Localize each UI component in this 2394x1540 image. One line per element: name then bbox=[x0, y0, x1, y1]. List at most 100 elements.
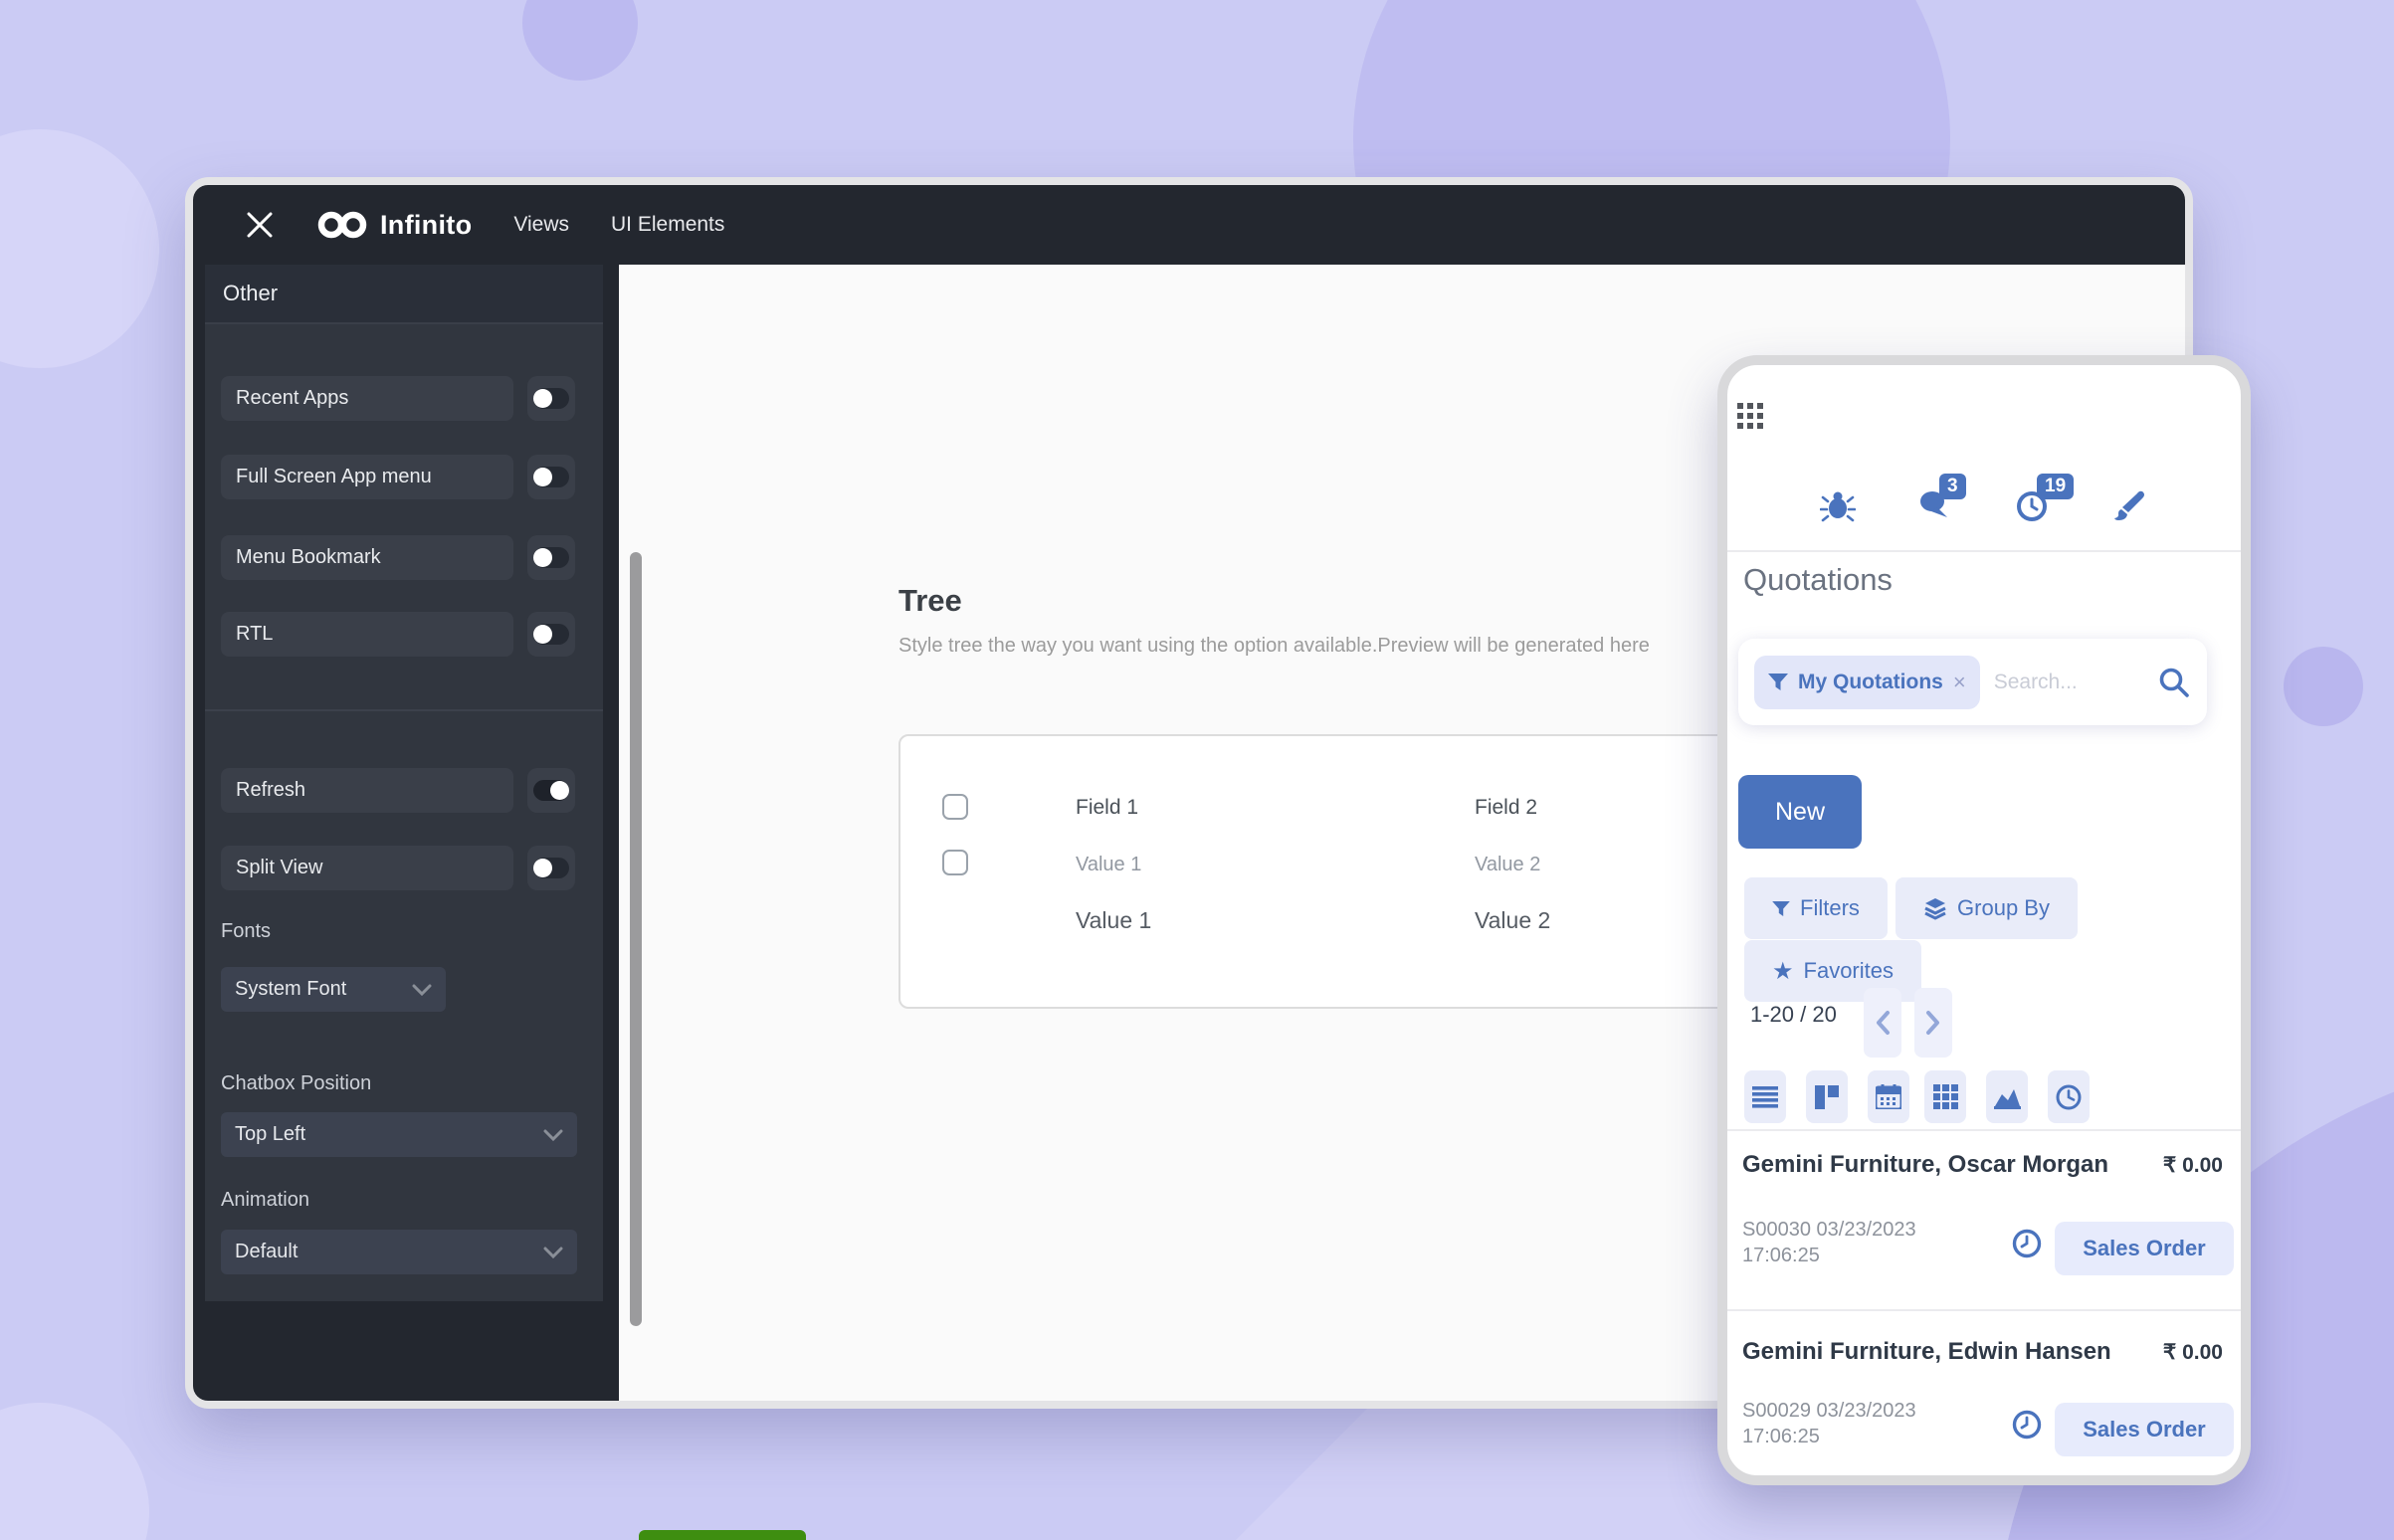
record-status-badge[interactable]: Sales Order bbox=[2055, 1403, 2234, 1456]
record-status-badge[interactable]: Sales Order bbox=[2055, 1222, 2234, 1275]
record-amount: ₹ 0.00 bbox=[2162, 1154, 2223, 1177]
sidebar-section-title: Other bbox=[205, 265, 603, 324]
funnel-icon bbox=[1768, 674, 1788, 690]
apps-grid-icon[interactable] bbox=[1737, 403, 1765, 431]
bg-circle bbox=[522, 0, 638, 81]
search-input[interactable] bbox=[1993, 670, 2123, 694]
chevron-down-icon bbox=[543, 1129, 563, 1141]
nav-views[interactable]: Views bbox=[513, 213, 570, 236]
chatbox-position-value: Top Left bbox=[235, 1123, 306, 1145]
view-kanban-button[interactable] bbox=[1806, 1070, 1848, 1123]
bug-icon[interactable] bbox=[1820, 487, 1856, 523]
search-bar: My Quotations × bbox=[1738, 639, 2207, 725]
close-icon[interactable] bbox=[245, 210, 275, 240]
view-calendar-button[interactable] bbox=[1868, 1070, 1909, 1123]
group-by-button[interactable]: Group By bbox=[1895, 877, 2078, 939]
activity-clock-icon[interactable]: 19 bbox=[2015, 474, 2075, 523]
toggle-recent-apps[interactable] bbox=[527, 376, 575, 421]
clock-icon bbox=[2056, 1084, 2082, 1109]
record-reference: S00030 03/23/2023 17:06:25 bbox=[1742, 1217, 1991, 1268]
toggle-rtl[interactable] bbox=[527, 612, 575, 657]
setting-row-menu-bookmark: Menu Bookmark bbox=[221, 535, 513, 580]
toggle-refresh[interactable] bbox=[527, 768, 575, 813]
prev-page-button[interactable] bbox=[1864, 988, 1901, 1058]
panel-divider bbox=[1727, 550, 2241, 552]
toggle-menu-bookmark[interactable] bbox=[527, 535, 575, 580]
record-time: 17:06:25 bbox=[1742, 1245, 1820, 1266]
row-checkbox[interactable] bbox=[942, 850, 968, 875]
app-header: Infinito Views UI Elements bbox=[193, 185, 2185, 265]
toggle-track bbox=[533, 858, 569, 878]
infinity-logo-icon bbox=[317, 211, 367, 239]
activity-count-badge: 19 bbox=[2037, 474, 2075, 499]
toggle-split-view[interactable] bbox=[527, 846, 575, 890]
brand-name: Infinito bbox=[380, 209, 473, 240]
sidebar-scroll-panel: Recent Apps Full Screen App menu Menu Bo… bbox=[205, 324, 603, 1301]
funnel-icon bbox=[1772, 900, 1790, 916]
view-pivot-button[interactable] bbox=[1924, 1070, 1966, 1123]
toggle-full-screen-app-menu[interactable] bbox=[527, 455, 575, 499]
star-icon: ★ bbox=[1772, 957, 1794, 985]
activity-clock-icon[interactable] bbox=[2012, 1410, 2042, 1440]
setting-row-full-screen-app-menu: Full Screen App menu bbox=[221, 455, 513, 499]
setting-row-recent-apps: Recent Apps bbox=[221, 376, 513, 421]
view-list-button[interactable] bbox=[1744, 1070, 1786, 1123]
bg-circle bbox=[0, 1403, 149, 1540]
chatbox-position-label: Chatbox Position bbox=[221, 1072, 372, 1094]
record-ref-number: S00029 03/23/2023 bbox=[1742, 1400, 1916, 1422]
select-all-checkbox[interactable] bbox=[942, 794, 968, 820]
tree-cell: Value 1 bbox=[1076, 854, 1142, 875]
fonts-label: Fonts bbox=[221, 920, 272, 942]
setting-label: Full Screen App menu bbox=[236, 466, 432, 487]
messages-icon[interactable]: 3 bbox=[1917, 474, 1966, 523]
filters-label: Filters bbox=[1800, 895, 1860, 920]
chatbox-position-select[interactable]: Top Left bbox=[221, 1112, 577, 1157]
animation-select-value: Default bbox=[235, 1241, 299, 1262]
fonts-select[interactable]: System Font bbox=[221, 967, 446, 1012]
new-button[interactable]: New bbox=[1738, 775, 1862, 849]
favorites-label: Favorites bbox=[1803, 958, 1894, 983]
bg-circle bbox=[0, 129, 159, 368]
favorites-button[interactable]: ★ Favorites bbox=[1744, 940, 1921, 1002]
next-page-button[interactable] bbox=[1914, 988, 1952, 1058]
view-activity-button[interactable] bbox=[2048, 1070, 2090, 1123]
page-subtitle: Style tree the way you want using the op… bbox=[898, 635, 1650, 657]
setting-label: Split View bbox=[236, 857, 323, 878]
activity-clock-icon[interactable] bbox=[2012, 1229, 2042, 1258]
kanban-icon bbox=[1815, 1084, 1839, 1109]
setting-label: Recent Apps bbox=[236, 387, 349, 409]
view-graph-button[interactable] bbox=[1986, 1070, 2028, 1123]
group-by-label: Group By bbox=[1957, 895, 2050, 920]
search-icon[interactable] bbox=[2157, 666, 2191, 699]
pagination-range: 1-20 / 20 bbox=[1750, 1002, 1837, 1027]
filters-button[interactable]: Filters bbox=[1744, 877, 1888, 939]
save-change-button[interactable]: Save Change bbox=[639, 1530, 806, 1540]
calendar-icon bbox=[1876, 1084, 1901, 1109]
record-amount: ₹ 0.00 bbox=[2162, 1341, 2223, 1364]
filter-chip-label: My Quotations bbox=[1798, 670, 1943, 693]
toggle-track bbox=[533, 467, 569, 487]
list-icon bbox=[1752, 1085, 1778, 1108]
toggle-knob bbox=[533, 625, 552, 644]
animation-select[interactable]: Default bbox=[221, 1230, 577, 1274]
panel-divider bbox=[1727, 1309, 2241, 1311]
setting-label: Menu Bookmark bbox=[236, 546, 381, 568]
brush-icon[interactable] bbox=[2112, 487, 2148, 523]
setting-row-refresh: Refresh bbox=[221, 768, 513, 813]
settings-sidebar: Other Recent Apps Full Screen App menu M… bbox=[193, 265, 619, 1401]
systray-icons: 3 19 bbox=[1727, 473, 2241, 538]
record-reference: S00029 03/23/2023 17:06:25 bbox=[1742, 1398, 1991, 1449]
record-ref-number: S00030 03/23/2023 bbox=[1742, 1219, 1916, 1241]
panel-divider bbox=[1727, 1129, 2241, 1131]
sidebar-scrollbar[interactable] bbox=[630, 552, 642, 1326]
nav-ui-elements[interactable]: UI Elements bbox=[611, 213, 725, 236]
filter-chip[interactable]: My Quotations × bbox=[1754, 655, 1980, 709]
sidebar-divider bbox=[205, 709, 603, 711]
chip-close-icon[interactable]: × bbox=[1952, 669, 1966, 694]
chevron-right-icon bbox=[1926, 1011, 1939, 1035]
layers-icon bbox=[1924, 898, 1946, 920]
tree-cell: Value 2 bbox=[1475, 854, 1541, 875]
pivot-table-icon bbox=[1932, 1084, 1958, 1109]
bg-circle bbox=[2284, 647, 2363, 726]
page-title: Tree bbox=[898, 583, 962, 618]
